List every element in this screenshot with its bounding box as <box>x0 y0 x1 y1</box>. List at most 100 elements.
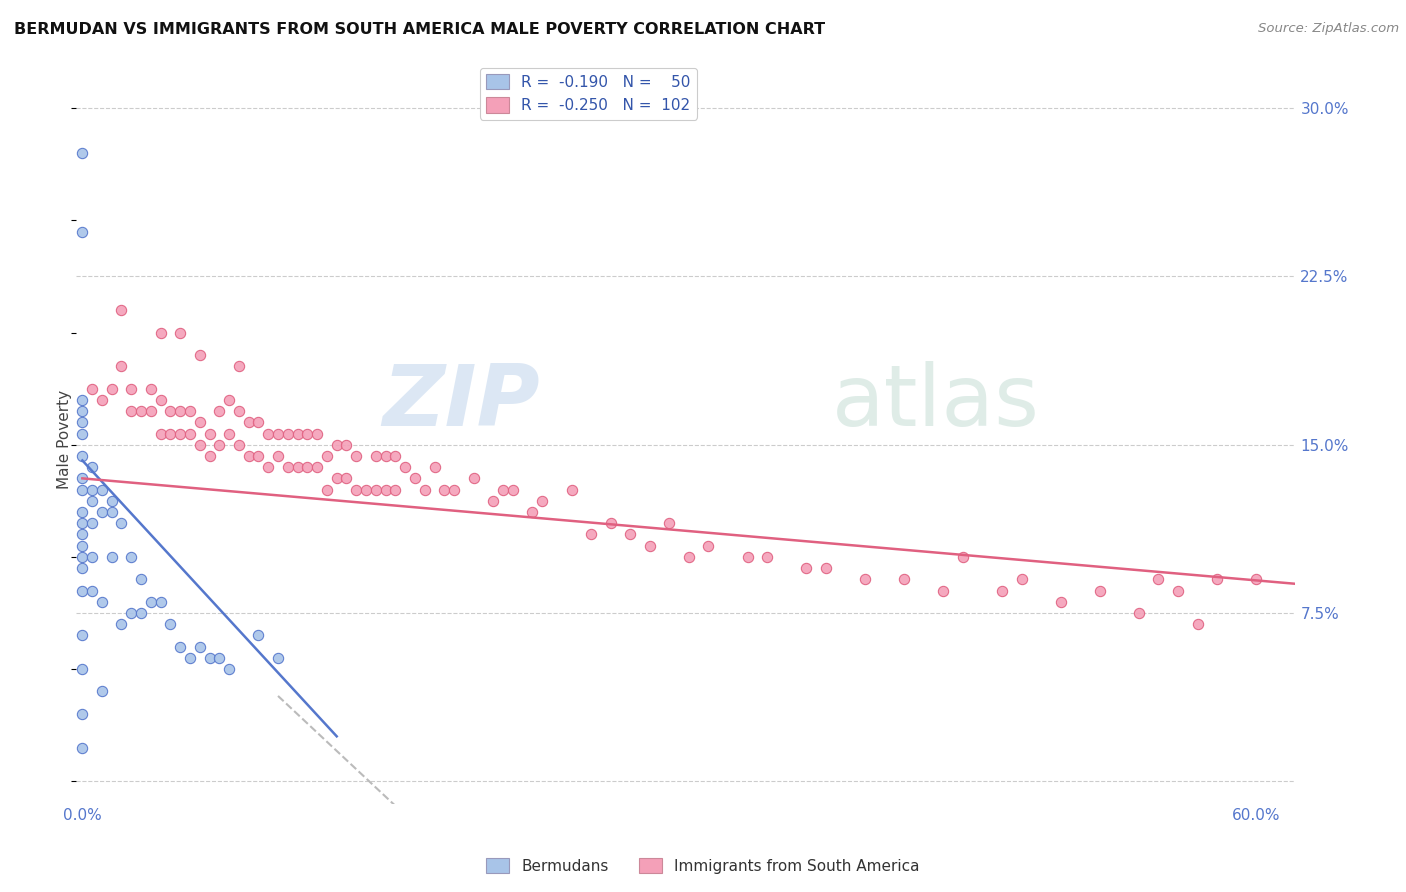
Point <box>1088 583 1111 598</box>
Point <box>374 449 396 463</box>
Point <box>238 449 260 463</box>
Point <box>208 438 231 452</box>
Point <box>100 382 122 396</box>
Point <box>218 662 240 676</box>
Point <box>149 392 172 407</box>
Point <box>72 146 94 161</box>
Point <box>198 449 221 463</box>
Point <box>129 404 152 418</box>
Point <box>238 415 260 429</box>
Point <box>72 740 94 755</box>
Point <box>188 415 211 429</box>
Point <box>82 483 104 497</box>
Point <box>335 471 357 485</box>
Point <box>149 595 172 609</box>
Point <box>531 493 554 508</box>
Text: ZIP: ZIP <box>382 361 540 444</box>
Point <box>247 628 270 642</box>
Point <box>188 640 211 654</box>
Point <box>208 404 231 418</box>
Point <box>139 382 162 396</box>
Point <box>100 549 122 564</box>
Text: BERMUDAN VS IMMIGRANTS FROM SOUTH AMERICA MALE POVERTY CORRELATION CHART: BERMUDAN VS IMMIGRANTS FROM SOUTH AMERIC… <box>14 22 825 37</box>
Point <box>599 516 621 531</box>
Point <box>354 483 377 497</box>
Point <box>110 359 132 374</box>
Point <box>404 471 426 485</box>
Point <box>149 326 172 340</box>
Point <box>247 415 270 429</box>
Point <box>307 426 329 441</box>
Point <box>1049 595 1071 609</box>
Point <box>72 583 94 598</box>
Point <box>384 483 406 497</box>
Text: Source: ZipAtlas.com: Source: ZipAtlas.com <box>1258 22 1399 36</box>
Point <box>159 617 181 632</box>
Point <box>658 516 681 531</box>
Point <box>72 392 94 407</box>
Point <box>257 460 280 475</box>
Point <box>267 426 290 441</box>
Point <box>228 359 250 374</box>
Point <box>297 426 319 441</box>
Point <box>120 549 142 564</box>
Point <box>198 426 221 441</box>
Point <box>1167 583 1189 598</box>
Point <box>1147 572 1170 586</box>
Point <box>364 483 387 497</box>
Point <box>188 348 211 362</box>
Point <box>277 426 299 441</box>
Point <box>335 438 357 452</box>
Point <box>697 539 720 553</box>
Point <box>433 483 456 497</box>
Point <box>110 516 132 531</box>
Point <box>287 426 309 441</box>
Point <box>853 572 876 586</box>
Point <box>72 516 94 531</box>
Point <box>384 449 406 463</box>
Point <box>90 505 112 519</box>
Point <box>1206 572 1229 586</box>
Point <box>267 449 290 463</box>
Point <box>139 595 162 609</box>
Point <box>443 483 465 497</box>
Point <box>82 516 104 531</box>
Point <box>169 404 191 418</box>
Point <box>814 561 837 575</box>
Point <box>228 404 250 418</box>
Point <box>169 640 191 654</box>
Point <box>374 483 396 497</box>
Point <box>82 493 104 508</box>
Point <box>325 438 347 452</box>
Point <box>82 460 104 475</box>
Point <box>90 684 112 698</box>
Point <box>297 460 319 475</box>
Point <box>344 483 367 497</box>
Point <box>159 404 181 418</box>
Point <box>463 471 485 485</box>
Point <box>1246 572 1268 586</box>
Point <box>344 449 367 463</box>
Point <box>218 426 240 441</box>
Point <box>72 415 94 429</box>
Point <box>560 483 582 497</box>
Point <box>316 449 339 463</box>
Point <box>1187 617 1209 632</box>
Point <box>120 404 142 418</box>
Point <box>72 706 94 721</box>
Point <box>502 483 524 497</box>
Point <box>72 662 94 676</box>
Point <box>394 460 416 475</box>
Point <box>82 583 104 598</box>
Point <box>72 225 94 239</box>
Point <box>756 549 779 564</box>
Point <box>90 392 112 407</box>
Point <box>277 460 299 475</box>
Point <box>287 460 309 475</box>
Point <box>188 438 211 452</box>
Point <box>619 527 641 541</box>
Point <box>129 572 152 586</box>
Legend: R =  -0.190   N =    50, R =  -0.250   N =  102: R = -0.190 N = 50, R = -0.250 N = 102 <box>479 68 697 120</box>
Point <box>267 650 290 665</box>
Point <box>72 483 94 497</box>
